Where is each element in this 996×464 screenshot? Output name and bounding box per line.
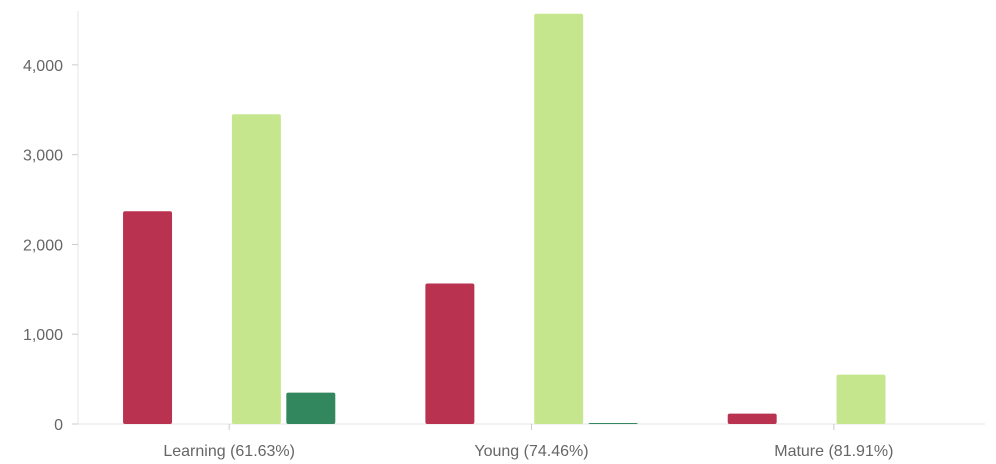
- bar[interactable]: [534, 13, 584, 424]
- bar[interactable]: [231, 114, 281, 424]
- x-axis: Learning (61.63%) Young (74.46%) Mature (8…: [78, 423, 985, 460]
- y-axis: 0 1,000 2,000 3,000 4,000: [23, 11, 79, 434]
- bar[interactable]: [425, 283, 475, 424]
- bar[interactable]: [836, 374, 886, 424]
- y-tick-label: 3,000: [23, 148, 63, 165]
- x-tick-label: Mature (81.91%): [774, 443, 893, 460]
- y-tick-label: 4,000: [23, 58, 63, 75]
- x-tick-label: Learning (61.63%): [163, 443, 295, 460]
- bar[interactable]: [727, 413, 777, 424]
- y-tick-label: 2,000: [23, 237, 63, 254]
- bar[interactable]: [588, 423, 638, 424]
- x-tick-label: Young (74.46%): [474, 443, 588, 460]
- bars: [123, 13, 886, 424]
- bar[interactable]: [123, 211, 173, 424]
- y-tick-label: 1,000: [23, 327, 63, 344]
- y-tick-label: 0: [54, 417, 63, 434]
- bar[interactable]: [286, 392, 336, 424]
